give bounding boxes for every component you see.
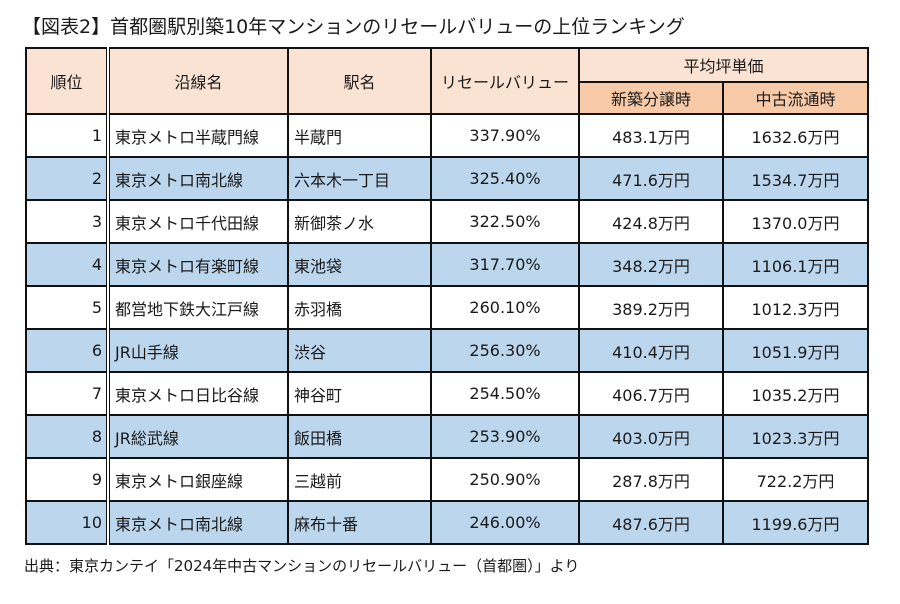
cell-line: 東京メトロ半蔵門線	[107, 113, 289, 158]
cell-used: 722.2万円	[721, 457, 870, 502]
cell-new-sale: 389.2万円	[578, 285, 724, 330]
cell-line: 東京メトロ千代田線	[107, 199, 289, 244]
cell-resale-value: 325.40%	[430, 156, 580, 201]
cell-used: 1370.0万円	[721, 199, 870, 244]
cell-rank: 3	[25, 199, 110, 244]
cell-new-sale: 406.7万円	[578, 371, 724, 416]
cell-resale-value: 337.90%	[430, 113, 580, 158]
cell-rank: 6	[25, 328, 110, 373]
table-row: 10 東京メトロ南北線 麻布十番 246.00% 487.6万円 1199.6万円	[25, 500, 870, 545]
cell-resale-value: 260.10%	[430, 285, 580, 330]
cell-station: 東池袋	[287, 242, 432, 287]
cell-new-sale: 348.2万円	[578, 242, 724, 287]
cell-line: JR山手線	[107, 328, 289, 373]
table-row: 7 東京メトロ日比谷線 神谷町 254.50% 406.7万円 1035.2万円	[25, 371, 870, 416]
cell-resale-value: 256.30%	[430, 328, 580, 373]
cell-new-sale: 471.6万円	[578, 156, 724, 201]
table-row: 2 東京メトロ南北線 六本木一丁目 325.40% 471.6万円 1534.7万円	[25, 156, 870, 201]
cell-line: JR総武線	[107, 414, 289, 459]
cell-used: 1023.3万円	[721, 414, 870, 459]
cell-station: 渋谷	[287, 328, 432, 373]
cell-new-sale: 403.0万円	[578, 414, 724, 459]
cell-used: 1106.1万円	[721, 242, 870, 287]
cell-resale-value: 250.90%	[430, 457, 580, 502]
header-avg-price-group: 平均坪単価	[577, 47, 870, 83]
cell-resale-value: 254.50%	[430, 371, 580, 416]
cell-resale-value: 322.50%	[430, 199, 580, 244]
source-note: 出典：東京カンテイ「2024年中古マンションのリセールバリュー（首都圏）」より	[24, 557, 580, 575]
cell-line: 東京メトロ有楽町線	[107, 242, 289, 287]
table-row: 4 東京メトロ有楽町線 東池袋 317.70% 348.2万円 1106.1万円	[25, 242, 870, 287]
cell-new-sale: 483.1万円	[578, 113, 724, 158]
cell-resale-value: 317.70%	[430, 242, 580, 287]
cell-station: 六本木一丁目	[287, 156, 432, 201]
cell-rank: 10	[25, 500, 110, 545]
cell-line: 都営地下鉄大江戸線	[107, 285, 289, 330]
header-station: 駅名	[287, 47, 432, 115]
cell-station: 神谷町	[287, 371, 432, 416]
cell-used: 1051.9万円	[721, 328, 870, 373]
ranking-table: 順位 沿線名 駅名 リセールバリュー 平均坪単価 新築分譲時 中古流通時 1 東京…	[25, 47, 870, 545]
cell-rank: 5	[25, 285, 110, 330]
table-row: 9 東京メトロ銀座線 三越前 250.90% 287.8万円 722.2万円	[25, 457, 870, 502]
table-row: 8 JR総武線 飯田橋 253.90% 403.0万円 1023.3万円	[25, 414, 870, 459]
cell-used: 1035.2万円	[721, 371, 870, 416]
cell-station: 飯田橋	[287, 414, 432, 459]
cell-new-sale: 487.6万円	[578, 500, 724, 545]
cell-station: 半蔵門	[287, 113, 432, 158]
figure-title: 【図表2】首都圏駅別築10年マンションのリセールバリューの上位ランキング	[22, 16, 685, 38]
cell-line: 東京メトロ南北線	[107, 500, 289, 545]
table-body: 1 東京メトロ半蔵門線 半蔵門 337.90% 483.1万円 1632.6万円 2 東京メト…	[25, 113, 870, 545]
cell-used: 1632.6万円	[721, 113, 870, 158]
cell-rank: 2	[25, 156, 110, 201]
cell-used: 1199.6万円	[721, 500, 870, 545]
cell-rank: 4	[25, 242, 110, 287]
table-row: 5 都営地下鉄大江戸線 赤羽橋 260.10% 389.2万円 1012.3万円	[25, 285, 870, 330]
cell-rank: 1	[25, 113, 110, 158]
cell-station: 赤羽橋	[287, 285, 432, 330]
cell-rank: 8	[25, 414, 110, 459]
cell-new-sale: 424.8万円	[578, 199, 724, 244]
cell-rank: 7	[25, 371, 110, 416]
cell-station: 麻布十番	[287, 500, 432, 545]
cell-line: 東京メトロ南北線	[107, 156, 289, 201]
cell-used: 1012.3万円	[721, 285, 870, 330]
cell-used: 1534.7万円	[721, 156, 870, 201]
cell-new-sale: 410.4万円	[578, 328, 724, 373]
cell-station: 新御茶ノ水	[287, 199, 432, 244]
table-row: 6 JR山手線 渋谷 256.30% 410.4万円 1051.9万円	[25, 328, 870, 373]
cell-new-sale: 287.8万円	[578, 457, 724, 502]
cell-resale-value: 246.00%	[430, 500, 580, 545]
cell-rank: 9	[25, 457, 110, 502]
cell-line: 東京メトロ日比谷線	[107, 371, 289, 416]
table-row: 1 東京メトロ半蔵門線 半蔵門 337.90% 483.1万円 1632.6万円	[25, 113, 870, 158]
header-line: 沿線名	[107, 47, 289, 115]
header-new-sale: 新築分譲時	[578, 81, 724, 115]
cell-station: 三越前	[287, 457, 432, 502]
header-rank: 順位	[25, 47, 110, 115]
cell-line: 東京メトロ銀座線	[107, 457, 289, 502]
header-used: 中古流通時	[721, 81, 870, 115]
header-resale-value: リセールバリュー	[430, 47, 580, 115]
cell-resale-value: 253.90%	[430, 414, 580, 459]
table-row: 3 東京メトロ千代田線 新御茶ノ水 322.50% 424.8万円 1370.0万円	[25, 199, 870, 244]
